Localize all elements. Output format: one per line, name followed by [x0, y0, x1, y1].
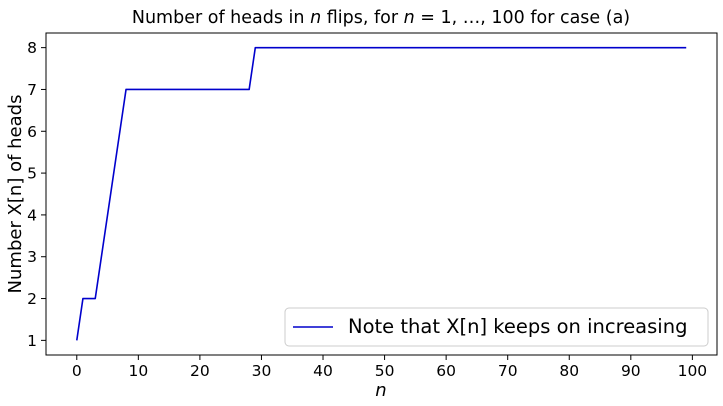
series-line	[75, 46, 687, 341]
y-tick-label: 3	[27, 248, 37, 266]
plot-frame	[45, 32, 718, 356]
x-tick-label: 50	[375, 362, 395, 380]
x-tick-label: 80	[559, 362, 579, 380]
y-tick-label: 2	[27, 290, 37, 308]
y-axis-ticks: 1 2 3 4 5 6 7 8	[27, 39, 46, 350]
legend: Note that X[n] keeps on increasing	[284, 307, 709, 347]
y-tick-label: 7	[27, 81, 37, 99]
x-tick-label: 20	[190, 362, 210, 380]
x-axis-ticks: 0 10 20 30 40 50 60 70 80 90 100	[72, 355, 707, 380]
y-tick-label: 8	[27, 39, 37, 57]
x-axis-label: n	[375, 380, 386, 401]
x-tick-label: 90	[621, 362, 641, 380]
chart-title: Number of heads in n flips, for n = 1, ……	[132, 8, 630, 28]
y-tick-label: 1	[27, 332, 37, 350]
y-tick-label: 4	[27, 206, 37, 224]
y-tick-label: 6	[27, 123, 37, 141]
y-tick-label: 5	[27, 165, 37, 183]
legend-box	[284, 307, 709, 347]
x-tick-label: 70	[498, 362, 518, 380]
x-tick-label: 30	[252, 362, 272, 380]
x-tick-label: 60	[436, 362, 456, 380]
legend-label: Note that X[n] keeps on increasing	[348, 315, 687, 338]
x-tick-label: 40	[313, 362, 333, 380]
x-tick-label: 100	[678, 362, 708, 380]
plot-area	[75, 46, 687, 341]
x-tick-label: 10	[128, 362, 148, 380]
x-tick-label: 0	[72, 362, 82, 380]
y-axis-label: Number X[n] of heads	[5, 95, 26, 294]
